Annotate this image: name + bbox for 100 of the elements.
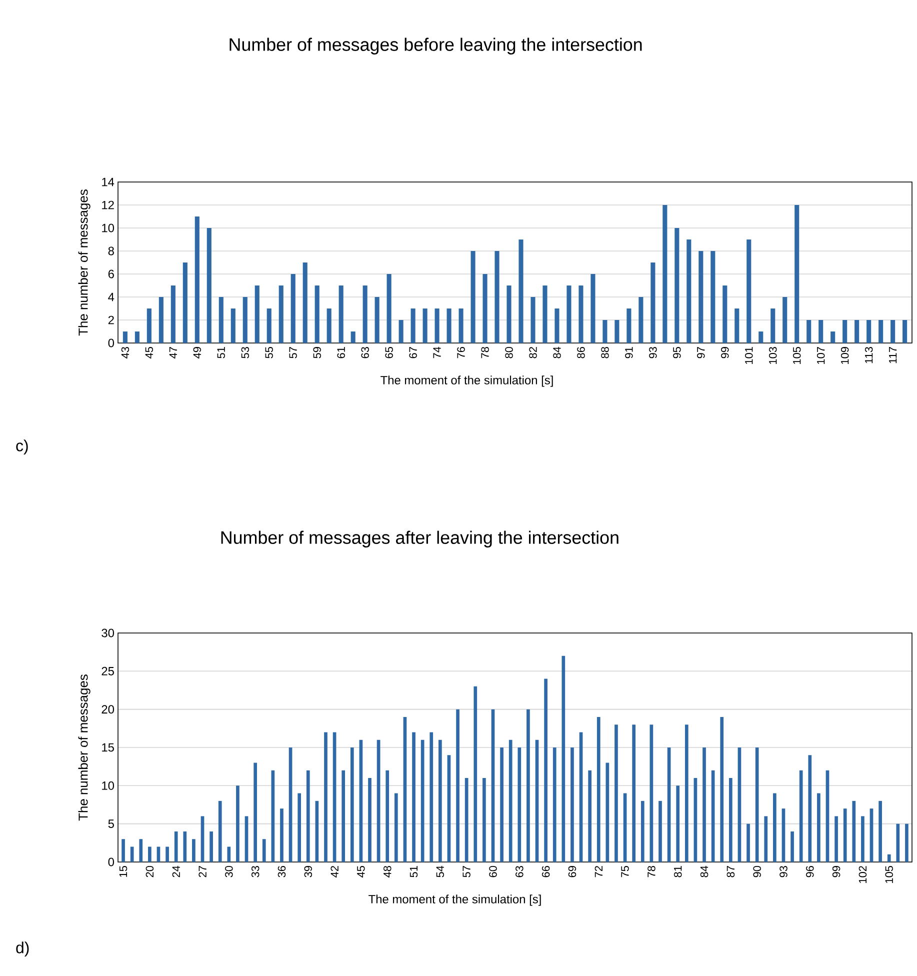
bar: [254, 285, 260, 343]
text: d): [16, 942, 29, 956]
bar: [566, 285, 572, 343]
x-tick-label: 51: [410, 866, 418, 878]
x-tick-label: 105: [885, 866, 893, 883]
bar: [420, 740, 424, 862]
x-tick-label: 33: [251, 866, 260, 878]
x-tick-label: 105: [792, 346, 801, 364]
x-tick-label: 59: [313, 347, 321, 358]
bar: [342, 770, 346, 862]
bar: [686, 239, 692, 343]
bar: [738, 747, 742, 862]
bar: [148, 846, 152, 862]
x-tick-label: 96: [806, 866, 814, 878]
bar: [262, 839, 266, 862]
bar: [808, 755, 812, 862]
bar: [192, 839, 196, 862]
x-tick-label: 60: [489, 866, 497, 878]
x-tick-label: 53: [241, 346, 250, 358]
x-tick-label: 72: [594, 866, 602, 878]
bar: [474, 686, 478, 862]
bar: [298, 793, 302, 862]
x-tick-label: 63: [361, 346, 369, 358]
x-tick-label: 99: [721, 347, 729, 358]
bar: [764, 816, 768, 862]
x-tick-label: 78: [481, 346, 489, 358]
bar: [722, 285, 728, 343]
bar: [412, 732, 416, 862]
x-tick-label: 103: [769, 346, 777, 364]
x-tick-label: 42: [330, 866, 338, 878]
bar: [638, 296, 644, 343]
bar: [386, 770, 390, 862]
bar: [782, 296, 788, 343]
bar: [438, 740, 442, 862]
bar: [434, 308, 440, 343]
bar: [206, 228, 212, 343]
bar: [244, 816, 248, 862]
bar: [806, 320, 812, 343]
bar: [535, 740, 539, 862]
bar: [398, 320, 404, 343]
x-tick-label: 45: [145, 346, 154, 358]
bar: [662, 204, 668, 343]
bar: [146, 308, 152, 343]
bar: [878, 800, 882, 862]
bar: [746, 239, 752, 343]
bar: [852, 800, 856, 862]
bar: [530, 296, 536, 343]
x-tick-label: 36: [278, 866, 286, 878]
x-tick-label: 117: [889, 347, 897, 364]
bar: [122, 331, 128, 343]
bar: [314, 285, 320, 343]
bar: [720, 716, 724, 862]
bar: [500, 747, 504, 862]
bar: [386, 274, 392, 343]
bar: [734, 308, 740, 343]
bar: [842, 320, 848, 343]
x-tick-label: 63: [516, 866, 524, 878]
bar: [658, 800, 662, 862]
bar: [890, 320, 896, 343]
bar: [410, 308, 416, 343]
bar: [183, 831, 187, 862]
x-axis-title: The moment of the simulation [s]: [380, 376, 553, 387]
bar: [359, 740, 363, 862]
x-tick-label: 84: [700, 866, 708, 878]
bar: [278, 285, 284, 343]
bar: [588, 770, 592, 862]
bar: [362, 285, 368, 343]
x-tick-label: 66: [542, 866, 550, 878]
bar: [194, 216, 200, 343]
bar: [552, 747, 556, 862]
bar: [861, 816, 864, 862]
bar: [782, 808, 786, 862]
bar: [122, 839, 125, 862]
x-tick-label: 101: [745, 347, 753, 364]
bar: [374, 296, 380, 343]
bar: [650, 262, 656, 343]
x-tick-label: 86: [577, 346, 585, 358]
y-tick-label: 10: [102, 224, 114, 232]
bar: [456, 709, 460, 862]
bar: [834, 816, 838, 862]
bar: [854, 320, 860, 343]
bar: [614, 320, 620, 343]
x-tick-label: 61: [337, 347, 345, 358]
bar: [554, 308, 560, 343]
bar: [446, 308, 452, 343]
bar: [755, 747, 759, 862]
x-tick-label: 24: [172, 866, 180, 878]
chart-title: Number of messages after leaving the intersection: [221, 530, 618, 548]
x-tick-label: 90: [753, 866, 761, 878]
bar: [494, 250, 500, 343]
bar: [166, 846, 169, 862]
bar: [794, 204, 800, 343]
bar: [632, 724, 636, 862]
bar: [518, 239, 524, 343]
bar: [887, 854, 891, 862]
bar: [562, 656, 566, 862]
bar: [676, 786, 680, 862]
bar: [506, 285, 512, 343]
bar: [458, 308, 464, 343]
bar: [702, 747, 706, 862]
